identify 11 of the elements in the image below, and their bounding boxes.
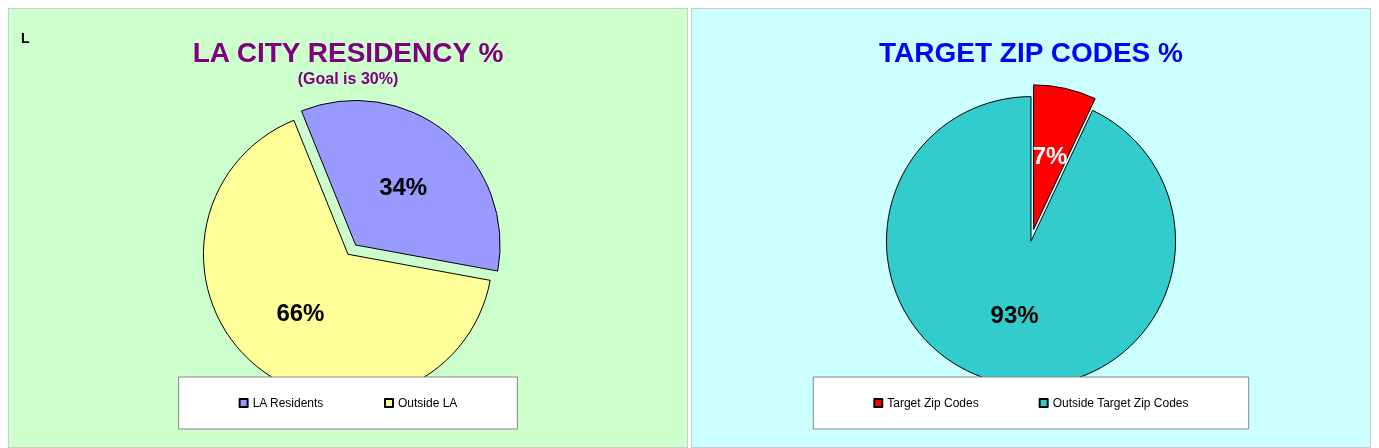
chart-title: LA CITY RESIDENCY % bbox=[192, 36, 504, 68]
data-label: 34% bbox=[379, 173, 428, 201]
legend-label: Outside LA bbox=[398, 396, 458, 410]
data-label: 93% bbox=[990, 301, 1039, 329]
legend-label: LA Residents bbox=[252, 396, 324, 410]
text: L bbox=[21, 30, 30, 46]
chart-title: TARGET ZIP CODES % bbox=[879, 36, 1184, 68]
legend-label: Outside Target Zip Codes bbox=[1052, 396, 1189, 410]
legend-label: Target Zip Codes bbox=[887, 396, 979, 410]
chart-subtitle: (Goal is 30%) bbox=[297, 69, 399, 87]
data-label: 66% bbox=[276, 299, 325, 327]
